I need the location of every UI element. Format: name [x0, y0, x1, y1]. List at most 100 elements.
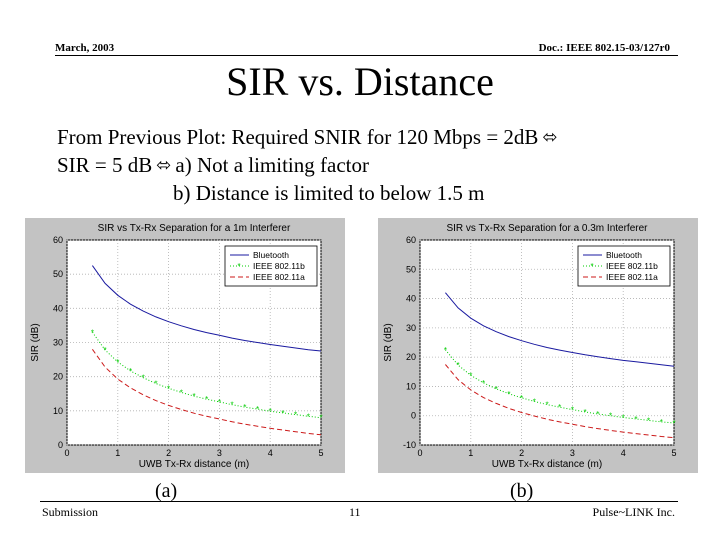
legend-label: IEEE 802.11a	[606, 272, 658, 282]
series-marker: *	[205, 395, 208, 404]
series-marker: *	[167, 384, 170, 393]
legend-box	[224, 245, 318, 287]
y-tick-label: 60	[53, 235, 63, 245]
x-tick-label: 5	[318, 448, 323, 458]
header-date: March, 2003	[55, 42, 115, 54]
series-marker: *	[154, 380, 157, 389]
x-tick-label: 1	[115, 448, 120, 458]
footer-divider	[40, 501, 678, 502]
series-marker: *	[129, 367, 132, 376]
series-marker: *	[609, 412, 612, 421]
series-line	[445, 364, 675, 439]
y-tick-label: 30	[53, 338, 63, 348]
series-marker: *	[256, 405, 259, 414]
series-marker: *	[533, 397, 536, 406]
x-tick-label: 2	[166, 448, 171, 458]
x-tick-label: 3	[570, 448, 575, 458]
x-tick-label: 3	[217, 448, 222, 458]
series-marker: *	[231, 401, 234, 410]
chart-a: SIR vs Tx-Rx Separation for a 1m Interfe…	[30, 223, 324, 470]
y-tick-label: 20	[53, 372, 63, 382]
series-marker: *	[269, 407, 272, 416]
legend-label: Bluetooth	[606, 250, 642, 260]
series-marker: *	[495, 385, 498, 394]
series-marker: *	[482, 379, 485, 388]
legend-label: IEEE 802.11b	[253, 261, 305, 271]
legend-box	[577, 245, 671, 287]
x-tick-label: 4	[268, 448, 273, 458]
series-marker: *	[457, 361, 460, 370]
body-line-2: SIR = 5 dB ⬄ a) Not a limiting factor	[57, 152, 369, 179]
series-marker: *	[218, 398, 221, 407]
series-marker: *	[622, 413, 625, 422]
series-marker: *	[104, 346, 107, 355]
series-marker: *	[596, 410, 599, 419]
x-tick-label: 0	[417, 448, 422, 458]
legend-marker: *	[237, 262, 240, 271]
series-marker: *	[672, 419, 675, 428]
x-tick-label: 5	[671, 448, 676, 458]
x-tick-label: 2	[519, 448, 524, 458]
chart-title: SIR vs Tx-Rx Separation for a 1m Interfe…	[98, 223, 291, 234]
body-line-2-conclusion-a: a) Not a limiting factor	[175, 153, 369, 177]
y-tick-label: 30	[406, 323, 416, 333]
legend-label: Bluetooth	[253, 250, 289, 260]
x-tick-label: 4	[621, 448, 626, 458]
caption-b: (b)	[510, 480, 534, 502]
series-marker: *	[116, 358, 119, 367]
series-line	[445, 292, 675, 367]
series-marker: *	[281, 409, 284, 418]
y-tick-label: 0	[58, 440, 63, 450]
footer-page-number: 11	[349, 505, 361, 519]
plot-a: SIR vs Tx-Rx Separation for a 1m Interfe…	[25, 218, 345, 473]
series-line	[91, 265, 322, 352]
x-axis-label: UWB Tx-Rx distance (m)	[139, 459, 249, 470]
y-tick-label: 40	[53, 303, 63, 313]
plot-b: SIR vs Tx-Rx Separation for a 0.3m Inter…	[378, 218, 698, 473]
series-line	[91, 331, 322, 419]
series-marker: *	[469, 371, 472, 380]
y-tick-label: 0	[411, 411, 416, 421]
series-marker: *	[545, 401, 548, 410]
y-tick-label: 50	[406, 264, 416, 274]
footer-company: Pulse~LINK Inc.	[592, 505, 675, 519]
y-axis-label: SIR (dB)	[30, 323, 41, 361]
footer-submission: Submission	[42, 505, 99, 519]
header-doc-id: Doc.: IEEE 802.15-03/127r0	[538, 42, 670, 54]
series-marker: *	[507, 390, 510, 399]
series-marker: *	[192, 392, 195, 401]
y-tick-label: 60	[406, 235, 416, 245]
body-line-1: From Previous Plot: Required SNIR for 12…	[57, 124, 562, 151]
body-line-2-prefix: SIR = 5 dB	[57, 153, 153, 177]
y-tick-label: 50	[53, 269, 63, 279]
chart-title: SIR vs Tx-Rx Separation for a 0.3m Inter…	[446, 223, 648, 234]
series-marker: *	[558, 403, 561, 412]
series-marker: *	[520, 394, 523, 403]
series-marker: *	[584, 408, 587, 417]
series-marker: *	[243, 403, 246, 412]
slide-title: SIR vs. Distance	[226, 59, 494, 104]
y-tick-label: 40	[406, 294, 416, 304]
caption-a: (a)	[155, 480, 178, 502]
series-marker: *	[91, 328, 94, 337]
series-marker: *	[142, 374, 145, 383]
y-axis-label: SIR (dB)	[383, 323, 394, 361]
y-tick-label: 10	[406, 381, 416, 391]
body-line-1-text: From Previous Plot: Required SNIR for 12…	[57, 125, 539, 149]
legend-label: IEEE 802.11b	[606, 261, 658, 271]
series-marker: *	[307, 412, 310, 421]
y-tick-label: 20	[406, 352, 416, 362]
x-tick-label: 1	[468, 448, 473, 458]
series-marker: *	[634, 415, 637, 424]
chart-b: SIR vs Tx-Rx Separation for a 0.3m Inter…	[383, 223, 677, 470]
series-marker: *	[180, 388, 183, 397]
series-marker: *	[319, 414, 322, 423]
y-tick-label: -10	[403, 440, 416, 450]
legend-label: IEEE 802.11a	[253, 272, 305, 282]
x-axis-label: UWB Tx-Rx distance (m)	[492, 459, 602, 470]
left-right-arrow-icon: ⬄	[156, 155, 172, 176]
x-tick-label: 0	[64, 448, 69, 458]
left-right-arrow-icon: ⬄	[542, 127, 558, 148]
y-tick-label: 10	[53, 406, 63, 416]
series-marker: *	[444, 346, 447, 355]
